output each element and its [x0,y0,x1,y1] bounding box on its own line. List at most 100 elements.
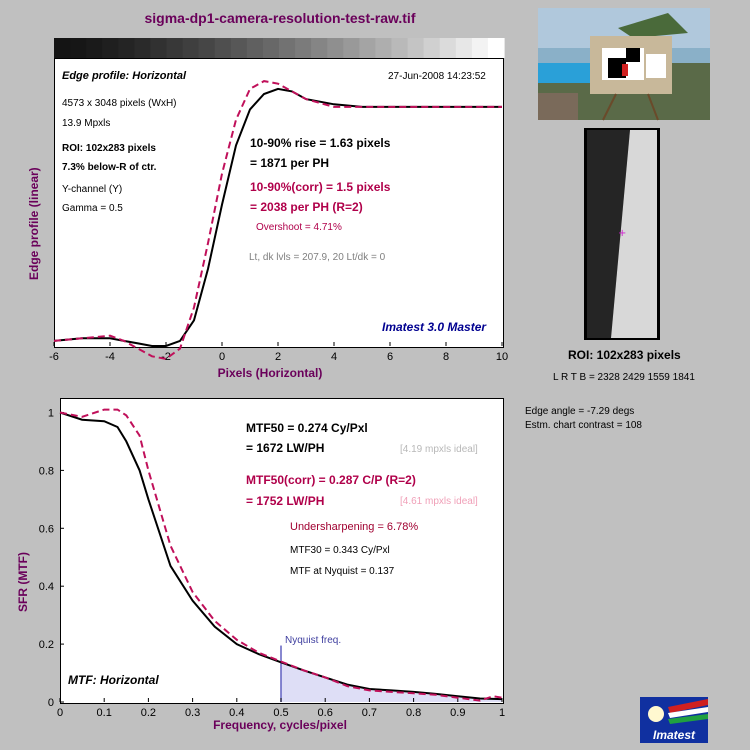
mtf-y-axis-label: SFR (MTF) [16,552,30,612]
x-tick-label: 6 [387,351,393,363]
mtf30: MTF30 = 0.343 Cy/Pxl [290,545,390,556]
x-tick-label: -6 [49,351,59,363]
wedge-step [230,38,248,58]
window-title: sigma-dp1-camera-resolution-test-raw.tif [144,10,416,26]
x-tick-label: 8 [443,351,449,363]
nyquist-label: Nyquist freq. [285,635,342,646]
wedge-step [102,38,119,58]
y-tick-label: 0.8 [39,465,54,477]
y-tick-label: 0.6 [39,523,54,535]
logo-text: Imatest [653,728,696,742]
wedge-step [246,38,264,58]
wedge-step [455,38,473,58]
x-tick-label: 0.8 [406,707,421,719]
mtf-chart: 0 0.1 0.2 0.3 0.4 0.5 0.6 0.7 0.8 0.9 1 0 0.2 0.4 0.6 0… [39,407,505,719]
y-tick-label: 0 [48,697,54,709]
timestamp: 27-Jun-2008 14:23:52 [388,71,486,82]
wedge-step [407,38,425,58]
mtf50: MTF50 = 0.274 Cy/Pxl [246,421,368,435]
roi-lrtb: L R T B = 2328 2429 1559 1841 [553,372,695,383]
corrected-curve [59,408,503,702]
wedge-step [54,38,71,58]
edge-x-axis-label: Pixels (Horizontal) [217,366,323,380]
roi-image: + [584,128,660,340]
wedge-step [423,38,441,58]
wedge-step [487,38,505,58]
wedge-step [439,38,457,58]
imatest-brand-label: Imatest 3.0 Master [382,320,487,334]
mtf50-corr-lwph: = 1752 LW/PH [246,494,325,508]
x-tick-label: 0.2 [141,707,156,719]
per-ph: = 1871 per PH [250,156,330,170]
wedge-step [134,38,152,58]
channel: Y-channel (Y) [62,184,123,195]
y-tick-label: 0.2 [39,639,54,651]
roi-title: ROI: 102x283 pixels [568,348,681,362]
gray-step-wedge [54,38,505,58]
wedge-step [70,38,87,58]
nyquist-fill [281,662,502,702]
measured-curve [53,87,502,347]
x-tick-label: 0.4 [229,707,244,719]
wedge-step [295,38,312,58]
image-dims: 4573 x 3048 pixels (WxH) [62,98,177,109]
wedge-step [182,38,200,58]
chart-contrast: Estm. chart contrast = 108 [525,420,642,431]
overshoot: Overshoot = 4.71% [256,222,342,233]
wedge-step [118,38,135,58]
edge-y-axis-label: Edge profile (linear) [27,167,41,280]
wedge-step [166,38,184,58]
per-ph-corr: = 2038 per PH (R=2) [250,200,363,214]
wedge-step [359,38,377,58]
x-tick-label: 0.9 [450,707,465,719]
wedge-step [327,38,344,58]
undersharpening: Undersharpening = 6.78% [290,521,419,533]
image-mpxls: 13.9 Mpxls [62,118,111,129]
mtf50-lwph: = 1672 LW/PH [246,441,325,455]
roi-position: 7.3% below-R of ctr. [62,162,157,173]
x-tick-label: 1 [499,707,505,719]
x-tick-label: 10 [496,351,508,363]
y-tick-label: 1 [48,407,54,419]
wedge-step [375,38,393,58]
imatest-logo: Imatest [640,697,708,743]
ideal-2: [4.61 mpxls ideal] [400,496,478,507]
measured-curve [59,411,503,701]
rise-value: 10-90% rise = 1.63 pixels [250,136,391,150]
mtf-x-axis-label: Frequency, cycles/pixel [213,718,347,732]
x-tick-label: 0.3 [185,707,200,719]
ideal-1: [4.19 mpxls ideal] [400,444,478,455]
edge-angle: Edge angle = -7.29 degs [525,406,635,417]
rise-corr: 10-90%(corr) = 1.5 pixels [250,180,391,194]
x-tick-label: 0.5 [273,707,288,719]
x-tick-label: 0.1 [97,707,112,719]
y-tick-label: 0.4 [39,581,54,593]
x-tick-label: 2 [275,351,281,363]
x-tick-label: 0 [219,351,225,363]
wedge-step [150,38,168,58]
mtf50-corr: MTF50(corr) = 0.287 C/P (R=2) [246,473,416,487]
wedge-step [279,38,296,58]
levels: Lt, dk lvls = 207.9, 20 Lt/dk = 0 [249,252,386,263]
wedge-step [262,38,280,58]
wedge-step [391,38,409,58]
x-tick-label: 0.6 [318,707,333,719]
x-tick-label: -4 [105,351,115,363]
wedge-step [343,38,360,58]
x-tick-label: 4 [331,351,337,363]
x-tick-label: 0 [57,707,63,719]
mtf-plot [60,398,504,704]
corrected-curve [53,80,502,360]
wedge-step [311,38,328,58]
mtf-at-nyquist: MTF at Nyquist = 0.137 [290,566,395,577]
gamma: Gamma = 0.5 [62,203,123,214]
edge-profile-chart: -6 -4 -2 0 2 4 6 8 10 [49,80,508,363]
wedge-step [471,38,489,58]
wedge-step [86,38,103,58]
edge-profile-label: Edge profile: Horizontal [62,70,187,82]
scene-thumbnail [538,8,710,121]
mtf-horizontal-label: MTF: Horizontal [68,673,159,687]
svg-text:+: + [618,228,626,239]
x-tick-label: -2 [161,351,171,363]
x-tick-label: 0.7 [362,707,377,719]
